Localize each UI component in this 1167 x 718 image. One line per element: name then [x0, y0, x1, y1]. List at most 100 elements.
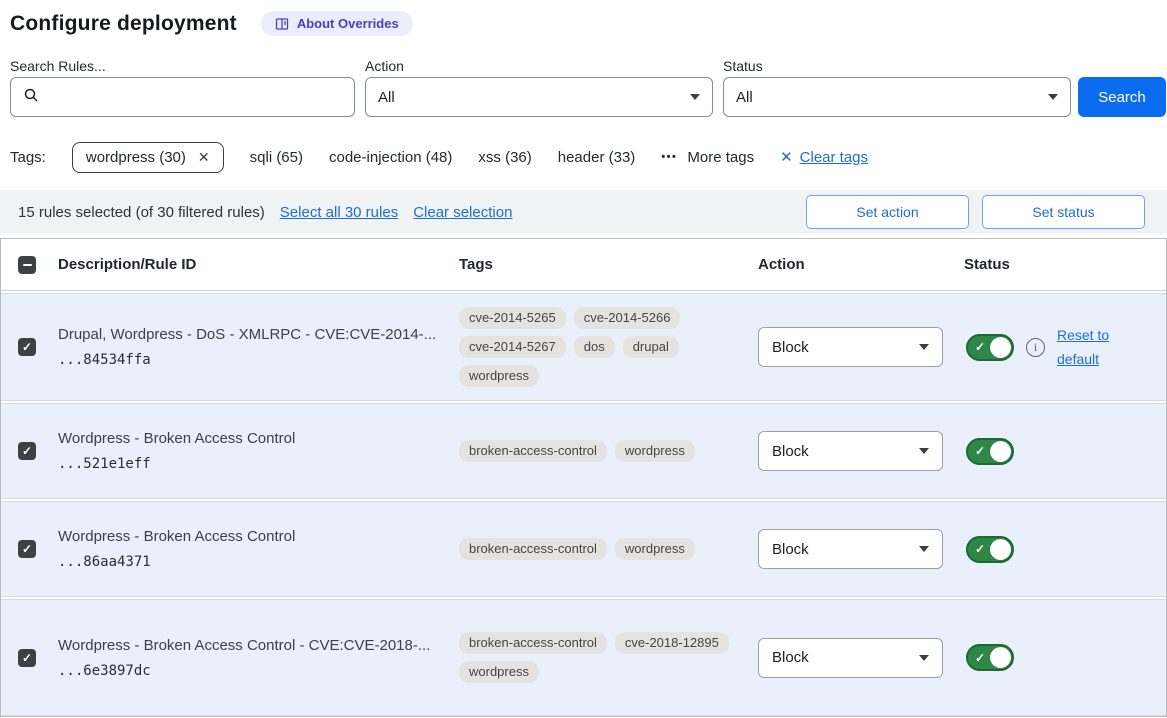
row-status-cell: ✓ — [964, 437, 1166, 465]
tag-option-sqli[interactable]: sqli (65) — [249, 148, 303, 166]
row-tags: broken-access-control wordpress — [459, 440, 758, 462]
ellipsis-icon: ••• — [661, 151, 678, 163]
row-action-cell: Block — [758, 327, 964, 367]
selected-tag-wordpress[interactable]: wordpress (30) ✕ — [71, 141, 224, 173]
row-description-cell: Wordpress - Broken Access Control ...86a… — [58, 528, 459, 570]
tag-badge: dos — [573, 336, 615, 358]
bulk-action-buttons: Set action Set status — [806, 195, 1145, 229]
chevron-down-icon — [919, 654, 929, 661]
row-tags: broken-access-control cve-2018-12895 wordp… — [459, 632, 758, 683]
check-icon: ✓ — [975, 542, 986, 556]
close-icon[interactable]: ✕ — [197, 149, 210, 165]
column-header-action: Action — [758, 256, 805, 273]
about-overrides-label: About Overrides — [296, 16, 399, 31]
row-action-value: Block — [772, 540, 809, 558]
selected-tag-label: wordpress (30) — [85, 148, 186, 166]
chevron-down-icon — [919, 448, 929, 454]
table-row: ✓ Drupal, Wordpress - DoS - XMLRPC - CVE… — [1, 293, 1166, 401]
row-action-select[interactable]: Block — [758, 431, 943, 471]
column-header-tags: Tags — [459, 256, 493, 273]
select-all-link[interactable]: Select all 30 rules — [279, 203, 399, 221]
set-status-button[interactable]: Set status — [982, 195, 1145, 229]
row-description: Wordpress - Broken Access Control - CVE:… — [58, 636, 431, 654]
row-checkbox[interactable]: ✓ — [18, 338, 36, 356]
select-all-checkbox[interactable] — [18, 255, 36, 274]
row-description-cell: Wordpress - Broken Access Control - CVE:… — [58, 637, 459, 679]
clear-tags-button[interactable]: ✕ Clear tags — [780, 149, 868, 166]
search-button[interactable]: Search — [1078, 77, 1166, 117]
row-action-select[interactable]: Block — [758, 529, 943, 569]
selection-summary: 15 rules selected (of 30 filtered rules) — [18, 203, 265, 221]
status-filter-label: Status — [723, 58, 763, 74]
row-rule-id: ...521e1eff — [58, 456, 151, 472]
status-toggle-on[interactable]: ✓ — [966, 535, 1014, 563]
clear-tags-label: Clear tags — [799, 148, 869, 166]
search-rules-input[interactable] — [10, 77, 355, 117]
page-title: Configure deployment — [10, 11, 237, 35]
toggle-knob — [990, 440, 1011, 462]
toggle-knob — [990, 336, 1011, 358]
row-action-value: Block — [772, 442, 809, 460]
check-icon: ✓ — [975, 444, 986, 458]
column-header-description: Description/Rule ID — [58, 256, 197, 273]
tag-option-code-injection[interactable]: code-injection (48) — [329, 148, 453, 166]
tag-badge: broken-access-control — [459, 440, 607, 462]
clear-selection-link[interactable]: Clear selection — [413, 203, 513, 221]
chevron-down-icon — [1048, 94, 1058, 100]
close-icon: ✕ — [780, 148, 793, 166]
status-toggle-on[interactable]: ✓ — [966, 437, 1014, 465]
status-filter-select[interactable]: All — [723, 77, 1071, 117]
tag-option-xss[interactable]: xss (36) — [478, 148, 532, 166]
row-description-cell: Wordpress - Broken Access Control ...521… — [58, 430, 459, 472]
row-action-cell: Block — [758, 431, 964, 471]
tags-bar: Tags: wordpress (30) ✕ sqli (65) code-in… — [10, 138, 868, 176]
row-status-cell: ✓ i Reset to default — [964, 323, 1166, 371]
table-row: ✓ Wordpress - Broken Access Control ...5… — [1, 403, 1166, 499]
row-tags: cve-2014-5265 cve-2014-5266 cve-2014-5267 d… — [459, 307, 758, 387]
table-row: ✓ Wordpress - Broken Access Control ...8… — [1, 501, 1166, 597]
reset-to-default-link[interactable]: Reset to default — [1057, 327, 1110, 367]
check-icon: ✓ — [21, 542, 33, 556]
tag-badge: cve-2014-5265 — [459, 307, 566, 329]
row-status-cell: ✓ — [964, 644, 1166, 671]
row-checkbox[interactable]: ✓ — [18, 648, 36, 667]
more-tags-button[interactable]: ••• More tags — [661, 149, 754, 166]
toggle-knob — [990, 647, 1011, 668]
row-action-value: Block — [772, 338, 809, 356]
info-icon[interactable]: i — [1026, 337, 1045, 357]
table-row: ✓ Wordpress - Broken Access Control - CV… — [1, 599, 1166, 716]
page-header: Configure deployment About Overrides — [10, 11, 413, 36]
status-toggle-on[interactable]: ✓ — [966, 333, 1014, 361]
action-filter-select[interactable]: All — [365, 77, 713, 117]
row-checkbox[interactable]: ✓ — [18, 540, 36, 558]
check-icon: ✓ — [21, 444, 33, 458]
row-action-select[interactable]: Block — [758, 327, 943, 367]
chevron-down-icon — [690, 94, 700, 100]
tag-badge: cve-2014-5267 — [459, 336, 566, 358]
tag-badge: wordpress — [614, 440, 695, 462]
row-rule-id: ...86aa4371 — [58, 554, 151, 570]
row-action-value: Block — [772, 649, 809, 666]
more-tags-label: More tags — [687, 148, 755, 166]
set-action-button[interactable]: Set action — [806, 195, 969, 229]
tag-badge: cve-2014-5266 — [573, 307, 681, 329]
row-description: Wordpress - Broken Access Control — [58, 430, 296, 447]
chevron-down-icon — [919, 344, 929, 350]
row-checkbox[interactable]: ✓ — [18, 442, 36, 460]
status-toggle-on[interactable]: ✓ — [966, 644, 1014, 671]
tags-label: Tags: — [10, 148, 46, 166]
about-overrides-badge[interactable]: About Overrides — [260, 11, 413, 36]
tag-badge: broken-access-control — [459, 632, 607, 654]
row-action-cell: Block — [758, 637, 964, 678]
row-description: Wordpress - Broken Access Control — [58, 528, 296, 545]
row-description-cell: Drupal, Wordpress - DoS - XMLRPC - CVE:C… — [58, 326, 459, 368]
check-icon: ✓ — [21, 650, 33, 665]
row-action-select[interactable]: Block — [758, 637, 943, 678]
toggle-knob — [990, 538, 1011, 560]
search-icon — [23, 87, 39, 107]
tag-badge: cve-2018-12895 — [614, 632, 729, 654]
rules-table: Description/Rule ID Tags Action Status ✓… — [0, 238, 1167, 717]
row-description: Drupal, Wordpress - DoS - XMLRPC - CVE:C… — [58, 326, 437, 343]
tag-badge: wordpress — [614, 538, 695, 560]
tag-option-header[interactable]: header (33) — [557, 148, 636, 166]
